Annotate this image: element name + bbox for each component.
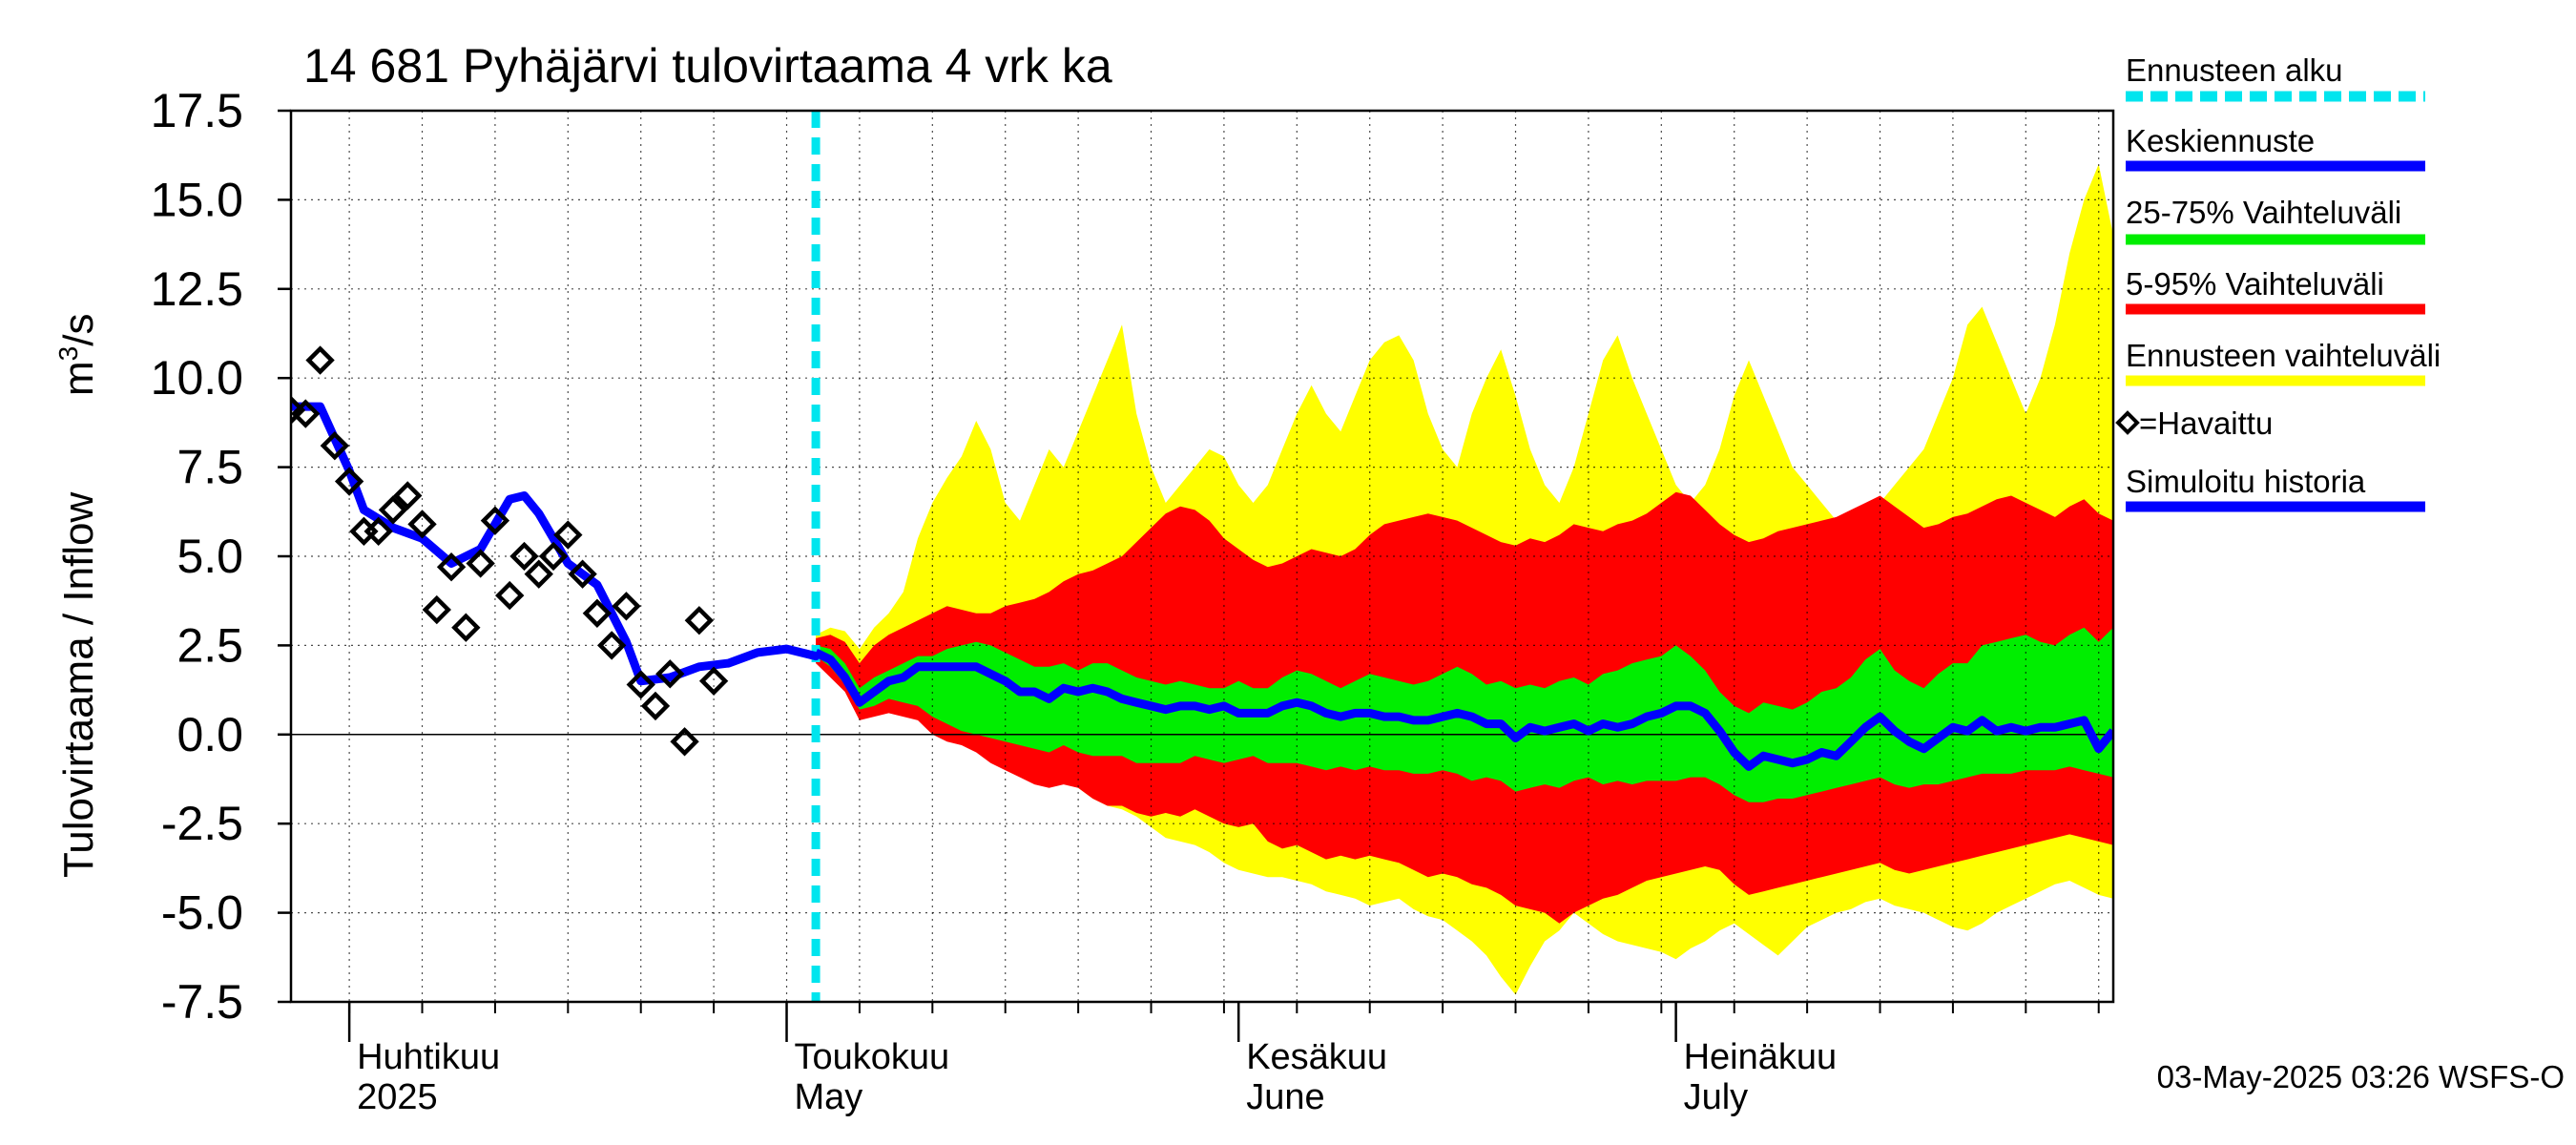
x-month-label: Toukokuu bbox=[795, 1037, 950, 1077]
legend-label: Keskiennuste bbox=[2126, 123, 2315, 158]
x-month-sublabel: June bbox=[1246, 1077, 1324, 1117]
median-forecast-line bbox=[814, 648, 2113, 771]
legend-label: Simuloitu historia bbox=[2126, 464, 2366, 499]
y-tick-label: 17.5 bbox=[151, 84, 243, 137]
observed-point bbox=[684, 606, 715, 635]
y-tick-label: 0.0 bbox=[177, 708, 243, 761]
observed-point bbox=[436, 552, 467, 582]
x-month-sublabel: May bbox=[795, 1077, 863, 1117]
legend-label: Ennusteen vaihteluväli bbox=[2126, 338, 2441, 373]
observed-point bbox=[291, 399, 321, 428]
observed-point bbox=[320, 431, 350, 461]
grid bbox=[291, 110, 2113, 1003]
observed-point bbox=[553, 520, 583, 550]
observed-point bbox=[524, 559, 553, 589]
y-tick-label: 10.0 bbox=[151, 351, 243, 405]
y-tick-label: 12.5 bbox=[151, 262, 243, 316]
observed-point bbox=[305, 345, 335, 375]
observed-point bbox=[640, 691, 671, 721]
observed-point bbox=[582, 598, 613, 628]
observed-point bbox=[670, 727, 699, 757]
legend-marker-observed bbox=[2115, 410, 2140, 435]
y-tick-label: -2.5 bbox=[161, 797, 243, 850]
observed-point bbox=[596, 631, 627, 660]
x-month-label: Huhtikuu bbox=[357, 1037, 500, 1077]
observed-point bbox=[378, 495, 408, 525]
footer-timestamp: 03-May-2025 03:26 WSFS-O bbox=[2157, 1059, 2565, 1094]
observed-point bbox=[538, 541, 569, 572]
x-month-sublabel: 2025 bbox=[357, 1077, 438, 1117]
y-axis-unit: m3/s bbox=[53, 314, 102, 396]
observed-point bbox=[509, 541, 539, 572]
observed-point bbox=[451, 613, 481, 642]
observed-point bbox=[626, 670, 655, 699]
observed-point bbox=[698, 666, 729, 696]
legend-label: 25-75% Vaihteluväli bbox=[2126, 195, 2401, 230]
y-axis-label: Tulovirtaama / Inflow bbox=[55, 491, 102, 878]
observed-point bbox=[495, 580, 525, 611]
observed-point bbox=[422, 594, 451, 625]
y-tick-label: 2.5 bbox=[177, 618, 243, 672]
series bbox=[291, 111, 2113, 1002]
observed-point bbox=[393, 481, 423, 510]
y-tick-label: 5.0 bbox=[177, 530, 243, 583]
x-month-label: Kesäkuu bbox=[1246, 1037, 1387, 1077]
y-tick-label: -7.5 bbox=[161, 975, 243, 1029]
y-tick-label: -5.0 bbox=[161, 886, 243, 940]
observed-point bbox=[334, 467, 364, 496]
observed-point bbox=[568, 559, 597, 589]
observed-point bbox=[480, 506, 510, 535]
observed-point bbox=[655, 659, 685, 689]
axes: 17.5 15.0 12.5 10.0 7.5 5.0 2.5 0.0 -2.5 -5.0 -7.5… bbox=[151, 84, 2100, 1117]
observed-point bbox=[407, 510, 437, 539]
x-month-sublabel: July bbox=[1684, 1077, 1749, 1117]
simulated-history-line bbox=[291, 402, 821, 686]
legend: Ennusteen alku Keskiennuste 25-75% Vaihtel… bbox=[2115, 52, 2441, 512]
observed-point bbox=[466, 549, 495, 578]
y-tick-label: 7.5 bbox=[177, 441, 243, 494]
legend-label: 5-95% Vaihteluväli bbox=[2126, 266, 2384, 302]
legend-label: =Havaittu bbox=[2139, 406, 2273, 441]
observed-point bbox=[612, 592, 641, 621]
chart-title: 14 681 Pyhäjärvi tulovirtaama 4 vrk ka bbox=[303, 39, 1112, 93]
observed-point bbox=[364, 516, 393, 547]
x-month-label: Heinäkuu bbox=[1684, 1037, 1838, 1077]
y-tick-label: 15.0 bbox=[151, 173, 243, 226]
legend-label: Ennusteen alku bbox=[2126, 52, 2343, 88]
